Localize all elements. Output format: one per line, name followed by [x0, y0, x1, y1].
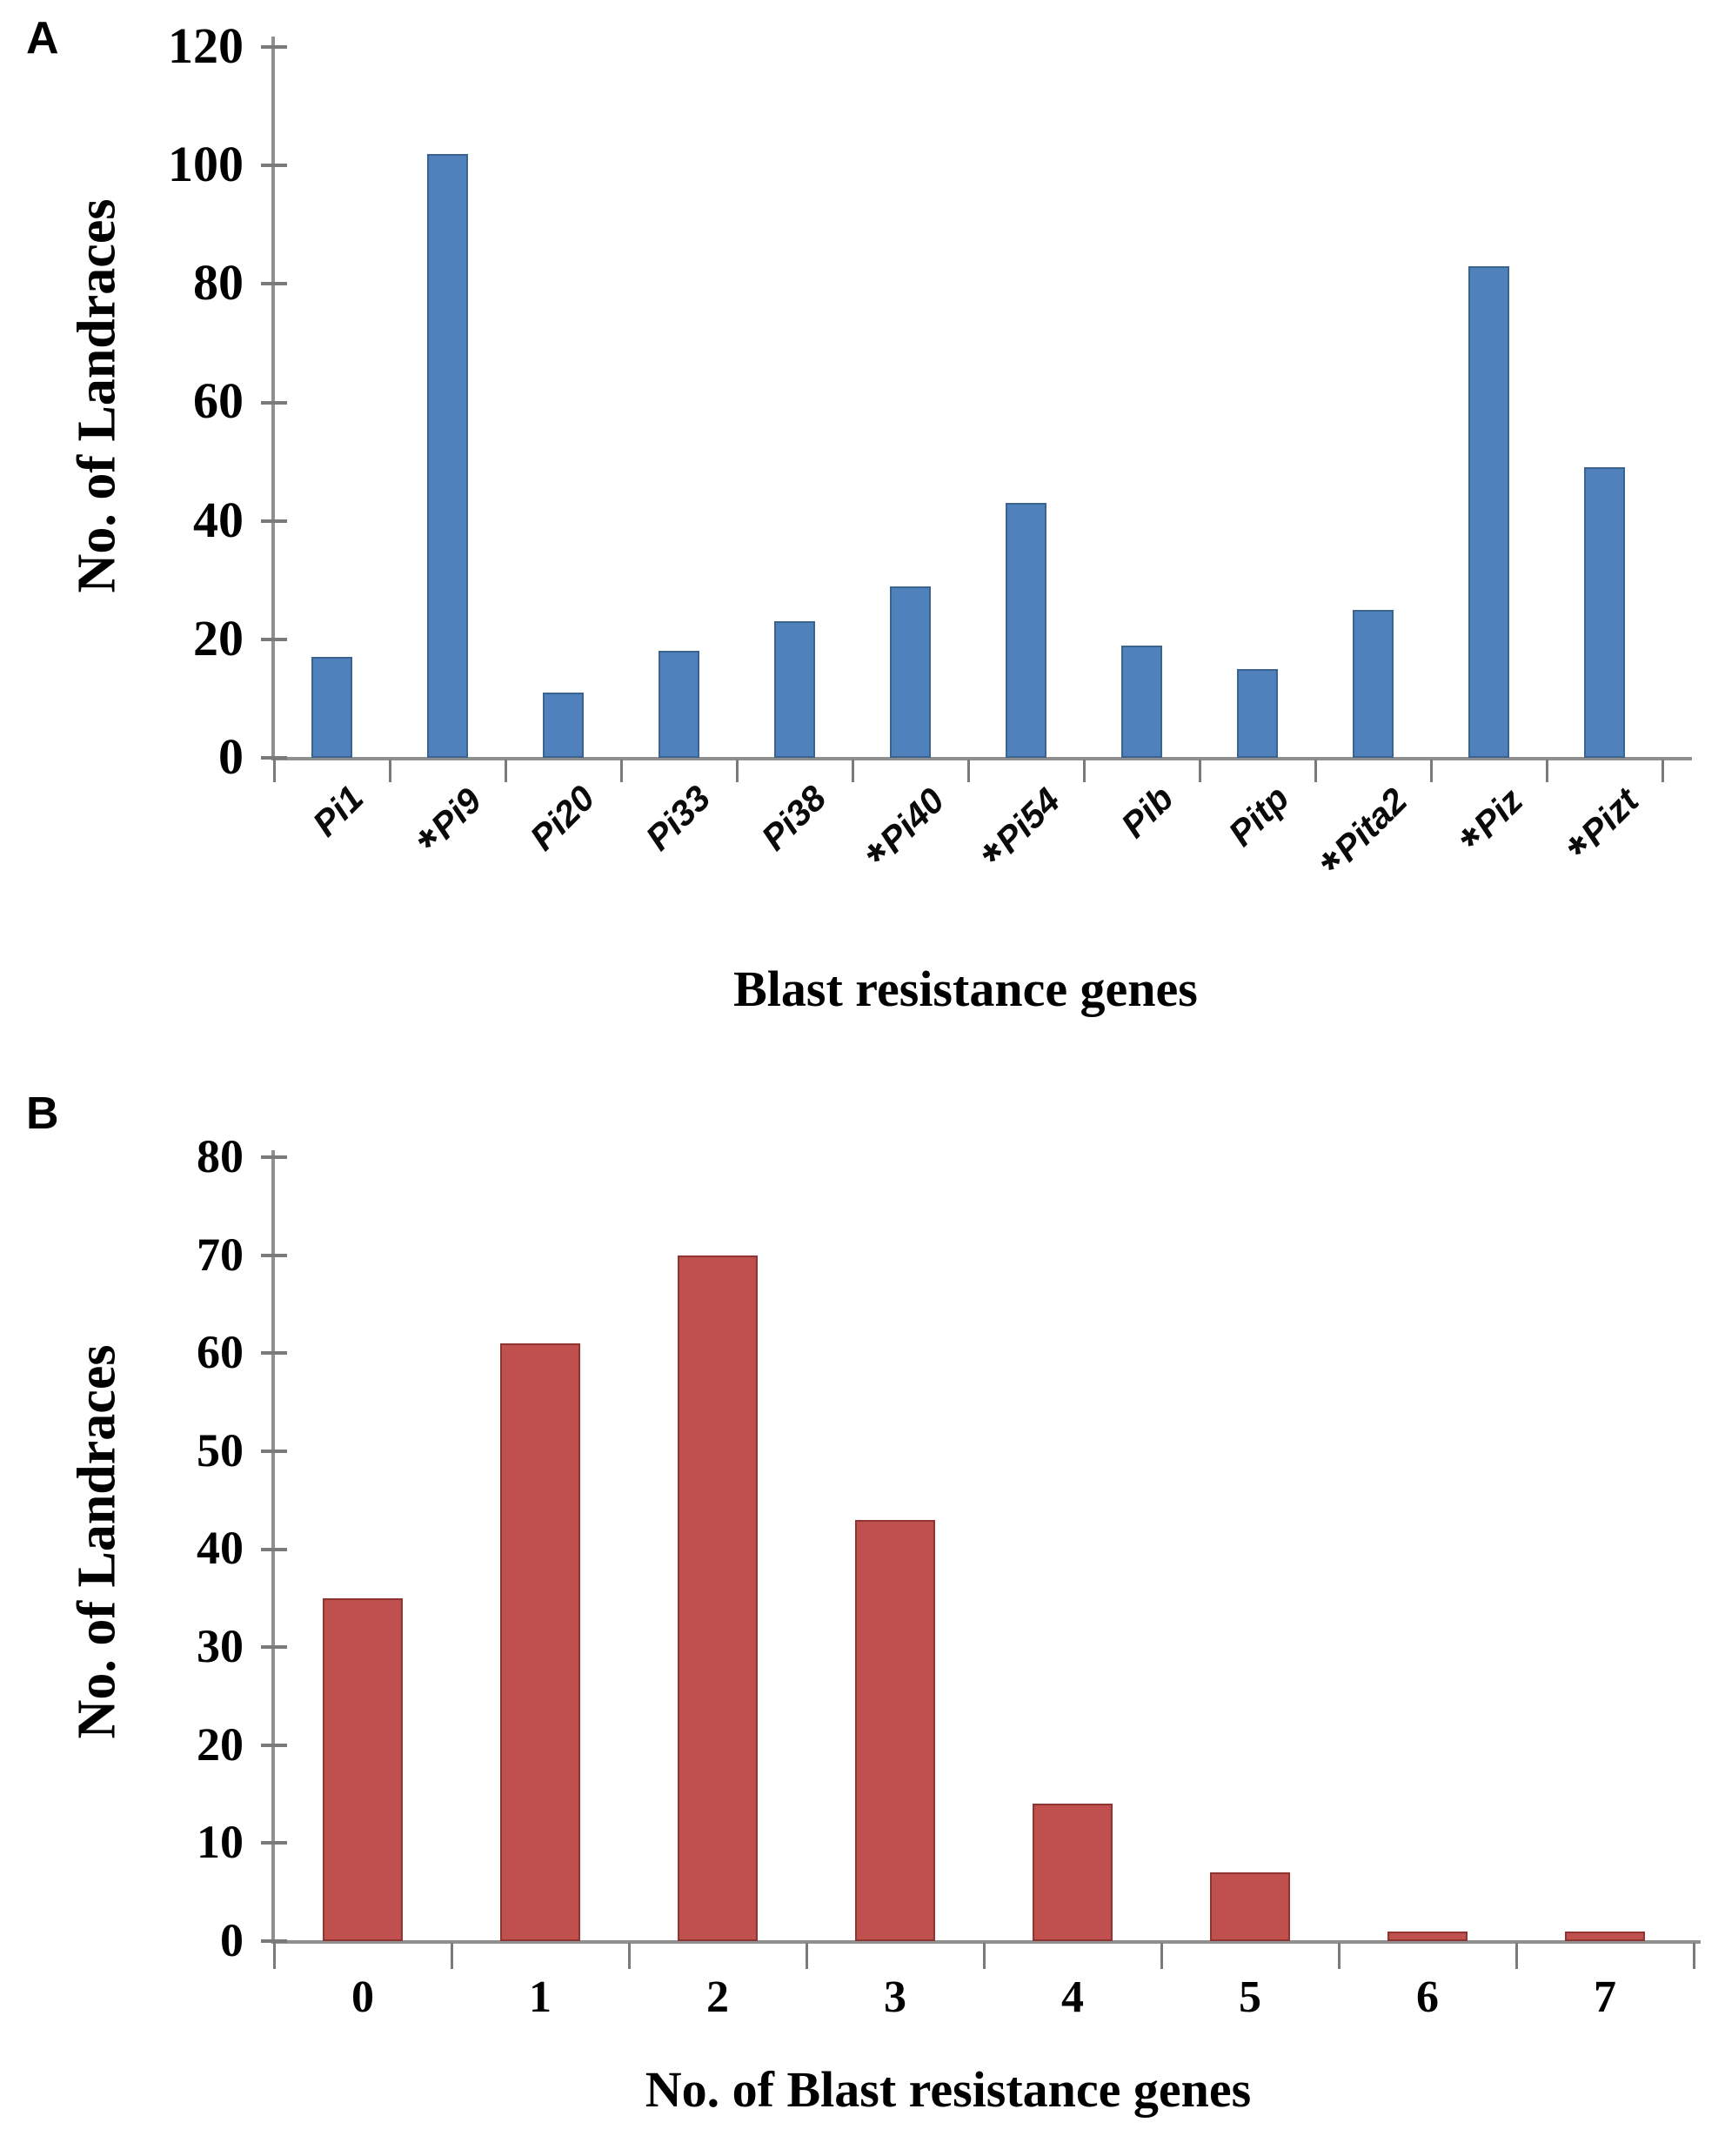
x-category-label-6: 6: [1416, 1972, 1439, 2022]
y-tick-label: 100: [168, 136, 244, 192]
bar-Pizt: [1584, 467, 1625, 758]
x-category-label-4: 4: [1061, 1972, 1084, 2022]
x-axis-tick: [620, 760, 623, 782]
y-axis-tick: [261, 400, 287, 405]
y-axis-tick: [261, 1645, 287, 1650]
y-tick-label: 0: [218, 727, 244, 785]
bar-Pitp: [1237, 669, 1278, 758]
y-tick-label: 20: [197, 1717, 244, 1771]
y-axis-tick: [261, 519, 287, 523]
y-tick-label: 40: [197, 1522, 244, 1575]
bar-Pi20: [543, 693, 584, 758]
y-tick-label: 30: [197, 1620, 244, 1673]
x-category-label-1: 1: [529, 1972, 552, 2022]
x-axis-tick: [273, 1943, 276, 1969]
x-axis-tick: [1314, 760, 1317, 782]
y-axis-tick: [261, 1155, 287, 1159]
bar-5: [1210, 1872, 1290, 1941]
x-axis-line: [271, 757, 1692, 760]
x-axis-tick: [1160, 1943, 1163, 1969]
x-axis-tick: [451, 1943, 453, 1969]
y-tick-label: 60: [193, 372, 244, 430]
bar-6: [1387, 1932, 1468, 1941]
x-category-label-2: 2: [706, 1972, 729, 2022]
x-axis-tick: [983, 1943, 986, 1969]
y-tick-label: 10: [197, 1816, 244, 1869]
bar-1: [500, 1343, 580, 1941]
y-axis-line: [271, 37, 275, 760]
y-axis-tick: [261, 1743, 287, 1747]
x-category-label-5: 5: [1239, 1972, 1261, 2022]
x-axis-tick: [1199, 760, 1201, 782]
y-tick-label: 120: [168, 17, 244, 74]
x-axis-tick: [967, 760, 970, 782]
x-axis-tick: [1083, 760, 1086, 782]
panel-b-letter: B: [26, 1088, 60, 1139]
panel-b-x-axis-title: No. of Blast resistance genes: [645, 2061, 1252, 2118]
x-axis-tick: [806, 1943, 808, 1969]
bar-4: [1033, 1804, 1113, 1941]
bar-Piz: [1468, 266, 1509, 758]
y-axis-tick: [261, 1939, 287, 1943]
y-axis-tick: [261, 637, 287, 641]
y-axis-tick: [261, 45, 287, 49]
x-axis-tick: [736, 760, 739, 782]
bar-Pita2: [1353, 610, 1394, 758]
bar-3: [855, 1520, 935, 1941]
y-tick-label: 80: [193, 254, 244, 311]
bar-Pib: [1121, 646, 1162, 758]
y-axis-line: [271, 1150, 275, 1943]
bar-Pi9: [427, 154, 468, 758]
panel-a-letter: A: [26, 13, 60, 64]
x-axis-line: [271, 1940, 1701, 1944]
bar-Pi54: [1006, 503, 1046, 758]
y-axis-tick: [261, 1253, 287, 1257]
x-axis-tick: [389, 760, 391, 782]
bar-0: [323, 1598, 403, 1941]
bar-Pi38: [774, 621, 815, 758]
y-axis-tick: [261, 1351, 287, 1356]
y-tick-label: 20: [193, 609, 244, 666]
panel-a-x-axis-title: Blast resistance genes: [733, 961, 1198, 1017]
y-axis-tick: [261, 1547, 287, 1551]
x-axis-tick: [1515, 1943, 1518, 1969]
y-tick-label: 0: [220, 1913, 244, 1966]
bar-Pi1: [311, 657, 352, 758]
bar-Pi33: [659, 651, 699, 758]
y-axis-tick: [261, 1841, 287, 1845]
x-axis-tick: [852, 760, 854, 782]
y-axis-tick: [261, 1449, 287, 1453]
x-category-label-0: 0: [351, 1972, 374, 2022]
x-axis-tick: [1661, 760, 1664, 782]
y-axis-tick: [261, 756, 287, 760]
x-axis-tick: [1546, 760, 1548, 782]
x-category-label-3: 3: [884, 1972, 906, 2022]
x-axis-tick: [273, 760, 276, 782]
x-axis-tick: [1693, 1943, 1695, 1969]
x-category-label-7: 7: [1594, 1972, 1616, 2022]
y-tick-label: 50: [197, 1423, 244, 1476]
x-axis-tick: [628, 1943, 631, 1969]
bar-2: [678, 1255, 758, 1941]
y-tick-label: 60: [197, 1326, 244, 1379]
y-tick-label: 80: [197, 1129, 244, 1182]
y-tick-label: 70: [197, 1228, 244, 1281]
y-axis-tick: [261, 164, 287, 168]
y-axis-tick: [261, 282, 287, 286]
x-axis-tick: [1430, 760, 1433, 782]
bar-Pi40: [890, 586, 931, 758]
bar-7: [1565, 1932, 1645, 1941]
x-axis-tick: [1338, 1943, 1341, 1969]
y-tick-label: 40: [193, 491, 244, 548]
x-axis-tick: [505, 760, 507, 782]
